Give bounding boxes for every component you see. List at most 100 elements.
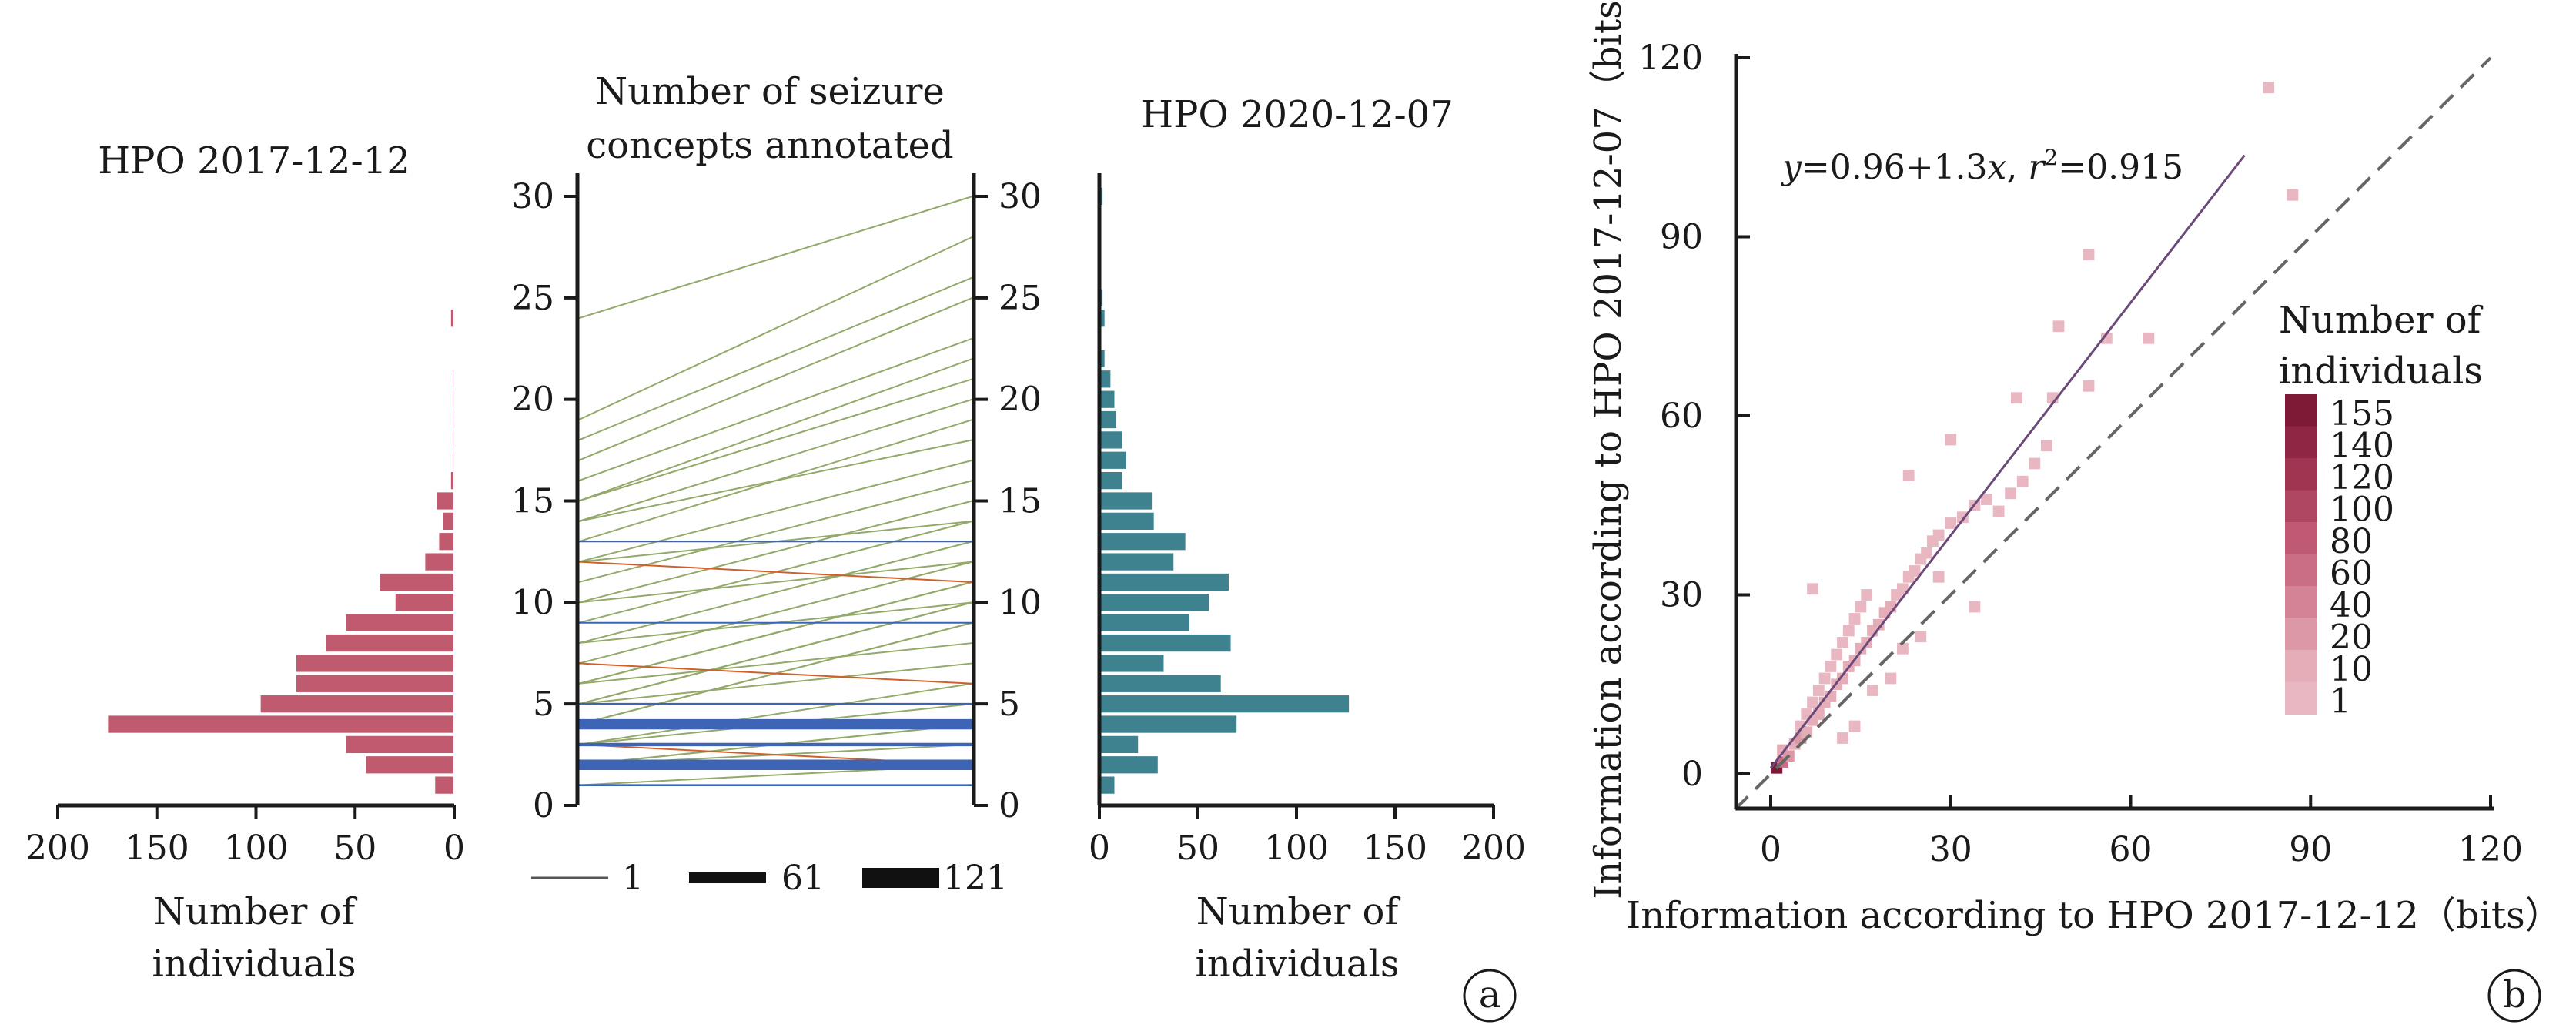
colour-legend: Number of individuals 155140120100806040… (2279, 299, 2484, 722)
legend-swatch (2285, 458, 2317, 491)
heatmap-cell (2052, 320, 2065, 333)
left-histogram-bars (106, 308, 456, 795)
heatmap-cell (1842, 625, 1855, 637)
left-bar (259, 694, 455, 715)
slope-line (578, 398, 973, 522)
heatmap-cell (2143, 332, 2155, 344)
slope-line (578, 296, 973, 461)
eq-y: y (1781, 148, 1802, 187)
legend-label-121: 121 (943, 859, 1008, 898)
heatmap-cell (1902, 470, 1915, 481)
b-xlabel: Information according to HPO 2017-12-12（… (1626, 894, 2562, 937)
left-x-tick-label: 150 (125, 829, 189, 868)
right-histogram: 0 50 100 150 200 Number of individuals (1089, 173, 1526, 986)
right-x-tick-label: 200 (1461, 829, 1526, 868)
right-x-tick-label: 0 (1089, 829, 1110, 868)
b-y-tick-label: 120 (1638, 39, 1703, 78)
right-bar (1099, 430, 1124, 450)
panel-a-label: a (1479, 973, 1501, 1016)
left-bar (451, 389, 455, 410)
heatmap-cell (1818, 672, 1831, 685)
heatmap-cell (1861, 589, 1873, 601)
right-bar (1099, 389, 1116, 410)
left-bar (449, 308, 455, 329)
right-xlabel-line2: individuals (1195, 943, 1399, 986)
slope-y-tick-label: 0 (999, 786, 1020, 825)
colour-legend-title-2: individuals (2279, 350, 2483, 393)
slope-y-tick-label: 15 (999, 482, 1042, 521)
colour-legend-title-1: Number of (2279, 299, 2484, 342)
right-x-ticks: 0 50 100 150 200 (1089, 805, 1526, 868)
heatmap-cell (1837, 637, 1848, 648)
right-x-tick-label: 50 (1176, 829, 1219, 868)
right-bar (1099, 612, 1191, 633)
left-bar (449, 470, 455, 491)
left-bar (344, 612, 455, 633)
b-x-tick-label: 60 (2109, 830, 2153, 869)
heatmap-cell (1932, 529, 1945, 541)
right-bar (1099, 491, 1154, 511)
slope-y-tick-label: 25 (511, 279, 554, 318)
slope-right-y-ticks: 0 5 10 15 20 25 30 (974, 177, 1042, 825)
heatmap-cell (1909, 565, 1921, 577)
slope-line (578, 642, 973, 685)
legend-swatch (2285, 650, 2317, 683)
right-bar (1099, 632, 1233, 654)
slope-line (578, 662, 973, 685)
b-y-tick-label: 60 (1660, 397, 1703, 436)
heatmap-cell (1992, 505, 2005, 517)
heatmap-cell (1932, 571, 1945, 583)
b-x-tick-label: 120 (2458, 830, 2523, 869)
middle-title-line2: concepts annotated (586, 124, 954, 167)
slope-line (578, 561, 973, 665)
slope-line (578, 581, 973, 685)
heatmap-cell (2083, 380, 2095, 392)
legend-swatch-label: 1 (2330, 682, 2351, 722)
heatmap-cell (1848, 720, 1861, 732)
heatmap-cell (1848, 613, 1861, 625)
eq-mid: =0.96+1.3 (1802, 148, 1988, 187)
slope-line (578, 357, 973, 502)
legend-swatch-label: 40 (2330, 586, 2373, 625)
left-histogram: 200 150 100 50 0 Number of individuals (25, 308, 465, 986)
slope-line (578, 459, 973, 563)
left-bar (295, 653, 455, 674)
slope-y-tick-label: 5 (533, 685, 554, 724)
right-xlabel-line1: Number of (1196, 890, 1401, 933)
b-x-tick-label: 90 (2289, 830, 2332, 869)
legend-swatch-label: 100 (2330, 491, 2394, 530)
legend-swatch (2285, 490, 2317, 523)
legend-swatch (2285, 681, 2317, 715)
panel-b-marker: b (2487, 969, 2541, 1023)
slope-line (578, 601, 973, 705)
slope-line (578, 561, 973, 583)
slope-line (578, 541, 973, 645)
heatmap-cell (1945, 517, 1957, 529)
right-bar (1099, 470, 1124, 491)
legend-swatch-label: 20 (2330, 618, 2373, 658)
slope-left-y-ticks: 0 5 10 15 20 25 30 (511, 177, 577, 825)
slope-lines (578, 196, 973, 786)
legend-swatch (2285, 522, 2317, 555)
heatmap-cell (1807, 696, 1818, 708)
right-bar (1099, 755, 1159, 775)
b-y-tick-label: 0 (1681, 755, 1703, 794)
slope-y-tick-label: 0 (533, 786, 554, 825)
fit-line (1769, 154, 2246, 769)
slope-chart: 0 5 10 15 20 25 30 0 5 10 15 20 25 30 1 61 121 (511, 173, 1042, 898)
heatmap-cell (1825, 661, 1837, 672)
heatmap-cell (1831, 648, 1843, 661)
left-bar (451, 430, 455, 450)
left-bar (423, 551, 455, 572)
left-bar (433, 775, 455, 795)
legend-swatch-label: 80 (2330, 522, 2373, 561)
right-bar (1099, 450, 1128, 470)
identity-line (1733, 56, 2492, 811)
slope-line (578, 378, 973, 502)
right-bar (1099, 531, 1187, 552)
right-bar (1099, 694, 1351, 715)
slope-line (578, 561, 973, 604)
eq-sup: 2 (2044, 145, 2058, 170)
left-x-tick-label: 200 (25, 829, 90, 868)
